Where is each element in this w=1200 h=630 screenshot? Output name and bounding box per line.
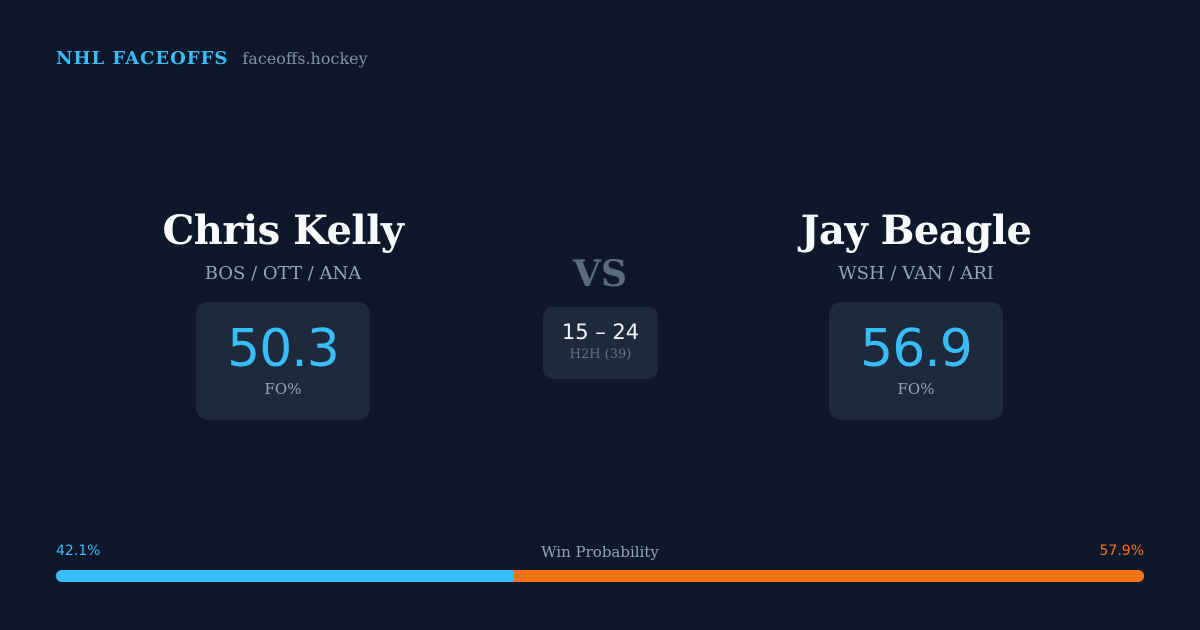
win-probability-right-pct: 57.9% — [1099, 543, 1144, 559]
fo-label-right: FO% — [897, 380, 935, 398]
win-probability-bar — [56, 570, 1144, 582]
win-probability-bar-left — [56, 570, 515, 582]
header: NHL FACEOFFS faceoffs.hockey — [56, 48, 368, 69]
fo-label-left: FO% — [264, 380, 302, 398]
win-probability-title: Win Probability — [541, 543, 659, 561]
fo-percentage-right: 56.9 — [860, 319, 973, 379]
player-teams-right: WSH / VAN / ARI — [838, 263, 994, 284]
player-teams-left: BOS / OTT / ANA — [204, 263, 362, 284]
h2h-label: H2H (39) — [569, 347, 632, 362]
h2h-score: 15 – 24 — [561, 320, 640, 344]
vs-label: VS — [573, 253, 627, 295]
player-left: Chris Kelly BOS / OTT / ANA 50.3 FO% — [73, 206, 493, 420]
fo-percentage-left: 50.3 — [227, 319, 340, 379]
player-name-right: Jay Beagle — [800, 207, 1032, 254]
brand-title[interactable]: NHL FACEOFFS — [56, 48, 229, 69]
site-domain[interactable]: faceoffs.hockey — [242, 49, 368, 68]
win-probability-bar-right — [514, 570, 1144, 582]
player-right: Jay Beagle WSH / VAN / ARI 56.9 FO% — [706, 206, 1126, 420]
fo-stat-card-right: 56.9 FO% — [829, 302, 1003, 420]
win-probability-labels: Win Probability 42.1% 57.9% — [56, 543, 1144, 563]
player-name-left: Chris Kelly — [162, 207, 404, 254]
h2h-card: 15 – 24 H2H (39) — [543, 307, 658, 379]
fo-stat-card-left: 50.3 FO% — [196, 302, 370, 420]
win-probability-left-pct: 42.1% — [56, 543, 101, 559]
